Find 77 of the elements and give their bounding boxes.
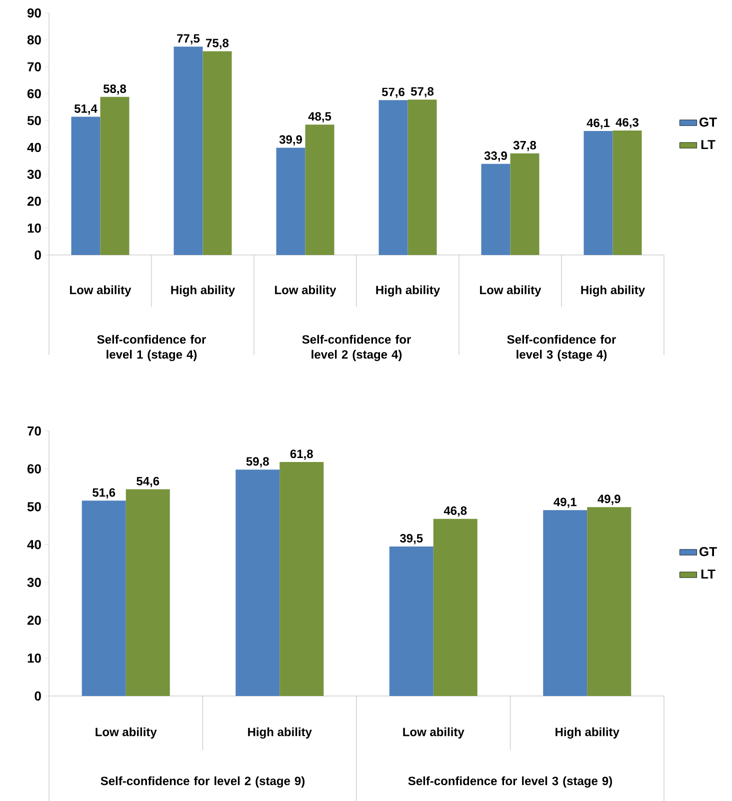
bar <box>100 96 130 255</box>
y-tick-label: 10 <box>28 654 41 663</box>
data-label: 61,8 <box>290 450 313 460</box>
bar <box>584 131 613 255</box>
legend-label: GT <box>700 546 717 556</box>
x-tick-label: Low ability <box>480 285 542 297</box>
y-tick-label: 20 <box>27 616 41 625</box>
bar <box>126 489 170 696</box>
data-label: 39,9 <box>279 135 302 146</box>
text: Self-confidence for level 3 (stage 4) <box>507 334 616 362</box>
bar <box>202 51 232 255</box>
y-tick-label: 40 <box>27 142 41 152</box>
bar <box>510 153 540 255</box>
data-label: 57,8 <box>410 87 434 98</box>
data-label: 39,5 <box>400 534 423 544</box>
y-tick-label: 0 <box>34 250 41 260</box>
bar <box>276 148 306 255</box>
bar <box>587 507 632 696</box>
data-label: 46,1 <box>586 118 610 129</box>
bar <box>82 500 126 696</box>
data-label: 75,8 <box>206 38 229 49</box>
y-tick-label: 70 <box>28 62 41 72</box>
bar <box>612 130 642 255</box>
y-tick-label: 30 <box>27 170 41 179</box>
y-tick-label: 90 <box>27 8 41 18</box>
x-tick-label: High ability <box>376 285 440 297</box>
x-tick-label: Low ability <box>275 285 336 297</box>
y-tick-label: 60 <box>27 464 41 474</box>
data-label: 37,8 <box>513 140 536 152</box>
y-tick-label: 50 <box>27 116 41 126</box>
text: Self-confidence for level 1 (stage 4) <box>97 334 206 362</box>
x-tick-label: High ability <box>171 285 236 297</box>
x-tick-label: Low ability <box>96 727 157 739</box>
x-tick-label: High ability <box>581 285 646 297</box>
data-label: 51,4 <box>74 104 98 115</box>
y-tick-label: 60 <box>27 89 41 98</box>
y-tick-label: 10 <box>28 224 41 233</box>
x-tick-label: Low ability <box>403 727 464 739</box>
data-label: 46,3 <box>616 118 638 128</box>
bar <box>408 100 437 255</box>
data-label: 46,8 <box>444 506 467 517</box>
data-label: 49,9 <box>598 494 620 505</box>
data-label: 77,5 <box>177 34 200 44</box>
data-label: 58,8 <box>103 84 126 95</box>
data-label: 49,1 <box>554 498 576 508</box>
y-tick-label: 80 <box>27 35 41 44</box>
text: Self-confidence for level 2 (stage 4) <box>302 334 411 362</box>
y-tick-label: 50 <box>27 502 41 512</box>
x-tick-label: High ability <box>248 727 312 739</box>
bar <box>389 546 434 696</box>
data-label: 33,9 <box>484 151 507 162</box>
y-tick-label: 40 <box>27 540 41 550</box>
y-tick-label: 0 <box>34 691 41 701</box>
bar <box>433 518 478 696</box>
data-label: 54,6 <box>136 476 160 488</box>
x-tick-label: High ability <box>556 727 620 739</box>
bar <box>543 510 588 696</box>
text: Self-confidence for level 2 (stage 9) <box>100 776 305 788</box>
bar <box>236 470 280 696</box>
legend-label: GT <box>700 117 717 127</box>
bar <box>481 164 510 255</box>
x-tick-label: Low ability <box>70 285 132 297</box>
bar <box>378 100 408 255</box>
y-tick-label: 70 <box>28 426 41 436</box>
legend-label: LT <box>701 570 716 579</box>
data-label: 51,6 <box>92 488 116 498</box>
bar <box>174 46 203 255</box>
data-label: 57,6 <box>382 88 404 98</box>
y-tick-label: 20 <box>27 196 41 206</box>
bar <box>71 116 100 255</box>
y-tick-label: 30 <box>27 578 41 588</box>
bar <box>305 124 334 255</box>
data-label: 48,5 <box>308 112 332 122</box>
legend-label: LT <box>701 140 716 150</box>
text: Self-confidence for level 3 (stage 9) <box>408 776 612 788</box>
bar <box>280 462 324 696</box>
data-label: 59,8 <box>246 457 269 468</box>
